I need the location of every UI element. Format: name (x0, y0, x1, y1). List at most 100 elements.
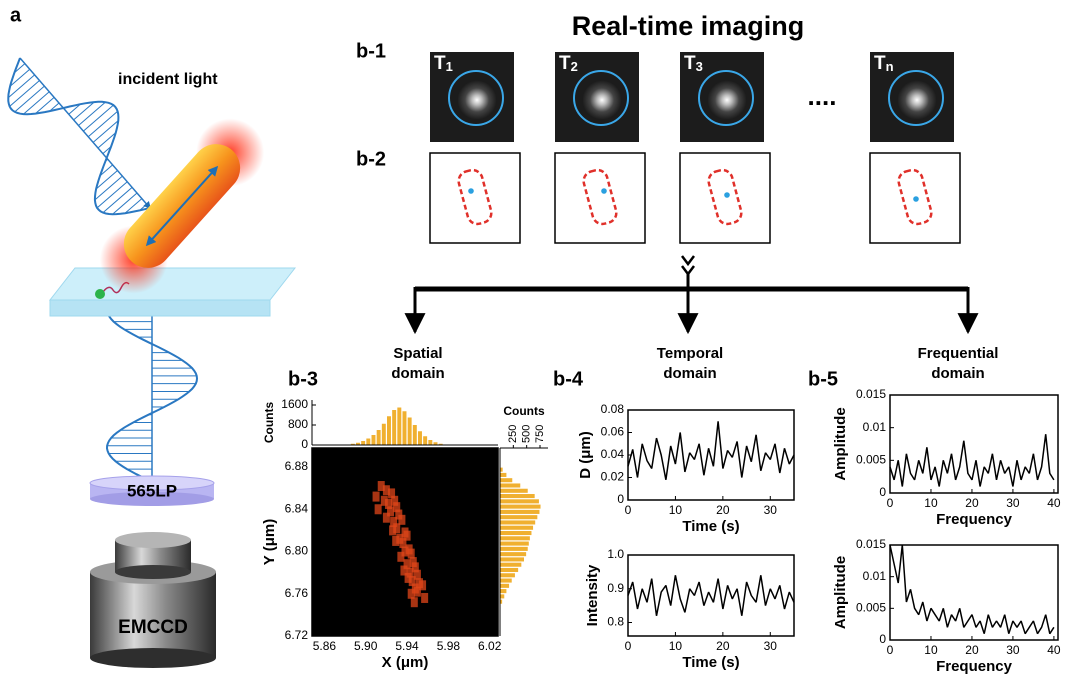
histogram-bar (500, 526, 533, 530)
x-tick-label: 5.90 (354, 639, 378, 653)
histogram-bar (500, 489, 528, 493)
y-tick-label: 0 (879, 485, 886, 499)
x-tick-label: 10 (669, 639, 683, 653)
x-axis-label: X (μm) (382, 654, 429, 671)
x-tick-label: 10 (924, 496, 938, 510)
density-point (375, 504, 382, 514)
histogram-bar (500, 589, 506, 593)
x-tick-label: 5.94 (395, 639, 419, 653)
x-tick-label: 0 (625, 639, 632, 653)
y-tick-label: 1.0 (607, 547, 624, 561)
frame-label-sub: 1 (446, 59, 453, 74)
histogram-bar (500, 531, 531, 535)
y-tick-label: 0.015 (856, 387, 886, 401)
x-axis-label: Frequency (936, 511, 1013, 528)
x-tick-label: 6.02 (478, 639, 502, 653)
figure-title: Real-time imaging (572, 11, 805, 41)
particle-spot (707, 80, 747, 120)
chart: 01020304000.0050.010.015FrequencyAmplitu… (832, 387, 1061, 528)
histogram-bar (500, 568, 518, 572)
panel-label: a (10, 4, 22, 26)
camera-label: EMCCD (118, 617, 188, 638)
x-tick-label: 750 (534, 425, 546, 443)
histogram-bar (500, 542, 529, 546)
x-tick-label: 20 (965, 643, 979, 657)
density-point (411, 597, 418, 607)
incident-light-label: incident light (118, 71, 218, 88)
y-tick-label: 0 (879, 632, 886, 646)
x-tick-label: 20 (965, 496, 979, 510)
filter-label: 565LP (127, 481, 177, 500)
flow-arrows (415, 256, 968, 332)
y-tick-label: 0.01 (863, 420, 887, 434)
frame-label-main: T (874, 53, 886, 74)
y-tick-label: 1600 (281, 397, 308, 411)
y-axis-label: Y (μm) (261, 519, 278, 565)
particle-spot (897, 80, 937, 120)
histogram-bar (500, 552, 526, 556)
histogram-bar (500, 478, 512, 482)
x-tick-label: 30 (764, 639, 778, 653)
x-axis-label: Counts (503, 404, 545, 418)
histogram-bar (500, 505, 541, 509)
trace (890, 434, 1054, 486)
chart: 010203000.020.040.060.08Time (s)D (μm) (577, 402, 794, 535)
trajectory-frame (430, 153, 520, 243)
trace (628, 421, 794, 480)
wave-hatch (79, 102, 106, 125)
density-point (383, 513, 390, 523)
histogram-bar (500, 563, 521, 567)
glass-slide (50, 268, 295, 300)
ellipsis: .... (808, 81, 837, 111)
domain-label: Spatial (393, 345, 442, 362)
panel-label: b-2 (356, 148, 386, 170)
chart: 08001600Counts (262, 397, 498, 451)
x-tick-label: 10 (924, 643, 938, 657)
histogram-bar (377, 430, 381, 445)
y-axis-label: Amplitude (832, 407, 849, 480)
histogram-bar (500, 473, 506, 477)
y-tick-label: 0 (617, 492, 624, 506)
x-axis-label: Time (s) (682, 518, 739, 535)
wave-hatch (23, 92, 49, 114)
x-axis-label: Frequency (936, 658, 1013, 675)
x-tick-label: 30 (1006, 643, 1020, 657)
histogram-bar (423, 436, 427, 445)
charts: 08001600Counts250500750Counts5.865.905.9… (261, 387, 1061, 675)
particle-spot (582, 80, 622, 120)
histogram-bar (361, 441, 365, 445)
y-tick-label: 0.01 (863, 569, 887, 583)
x-tick-label: 0 (887, 496, 894, 510)
x-tick-label: 10 (669, 503, 683, 517)
y-tick-label: 0.04 (601, 447, 625, 461)
y-tick-label: 0.06 (601, 425, 625, 439)
x-tick-label: 40 (1047, 643, 1061, 657)
trace (890, 545, 1054, 634)
histogram-bar (500, 520, 535, 524)
y-tick-label: 6.84 (285, 501, 309, 515)
x-tick-label: 500 (521, 425, 533, 443)
y-tick-label: 0.8 (607, 615, 624, 629)
histogram-bar (500, 594, 504, 598)
trajectory-point (913, 196, 919, 202)
wave-hatch (15, 86, 45, 112)
figure: a incident light 565LP EMCCD Real-time i… (0, 0, 1067, 680)
frame-label-main: T (684, 53, 696, 74)
histogram-bar (366, 439, 370, 446)
density-point (389, 525, 396, 535)
panel-label: b-1 (356, 40, 386, 62)
y-tick-label: 6.72 (285, 628, 309, 642)
wave-hatch (97, 182, 127, 208)
chart: 01020300.80.91.0Time (s)Intensity (584, 547, 794, 671)
y-tick-label: 800 (288, 417, 308, 431)
trace (628, 575, 794, 616)
histogram-bar (500, 483, 520, 487)
plot-frame (890, 545, 1058, 640)
wave-hatch (103, 187, 132, 212)
histogram-bar (387, 416, 391, 445)
y-tick-label: 0.005 (856, 601, 886, 615)
y-tick-label: 0.02 (601, 470, 625, 484)
histogram-bar (428, 440, 432, 445)
